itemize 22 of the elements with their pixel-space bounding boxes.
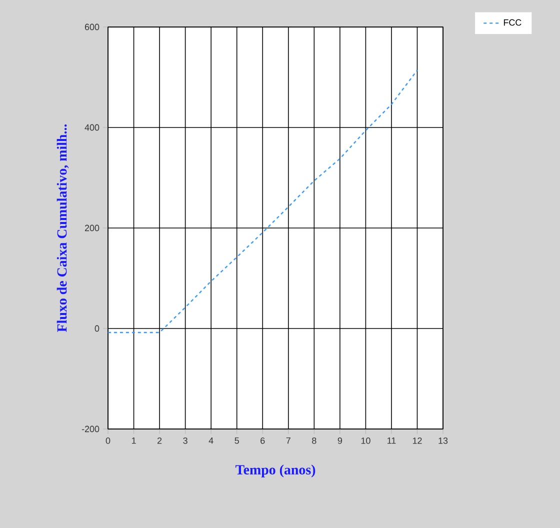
x-tick-label: 2 [158, 438, 162, 444]
x-tick-label: 9 [338, 438, 342, 444]
x-axis-title: Tempo (anos) [235, 464, 316, 478]
y-tick-label: 0 [94, 325, 100, 332]
y-tick-label: 600 [84, 24, 100, 30]
x-tick-label: 11 [388, 438, 396, 444]
x-tick-label: 1 [132, 438, 136, 444]
x-tick-label: 3 [183, 438, 188, 444]
x-tick-label: 8 [312, 438, 316, 444]
x-tick-label: 7 [286, 438, 290, 444]
x-tick-label: 4 [208, 438, 214, 444]
x-tick-label: 12 [412, 438, 422, 444]
x-tick-label: 6 [260, 438, 265, 444]
x-tick-label: 13 [438, 438, 448, 444]
y-tick-label: 200 [84, 224, 100, 232]
x-tick-label: 10 [361, 438, 370, 444]
y-tick-label: 400 [84, 124, 100, 131]
y-tick-label: -200 [82, 426, 100, 432]
legend-label: FCC [504, 19, 522, 26]
y-axis-title: Fluxo de Caixa Cumulativo, milh... [56, 124, 69, 332]
x-tick-label: 0 [106, 438, 110, 444]
x-tick-label: 5 [234, 438, 239, 444]
